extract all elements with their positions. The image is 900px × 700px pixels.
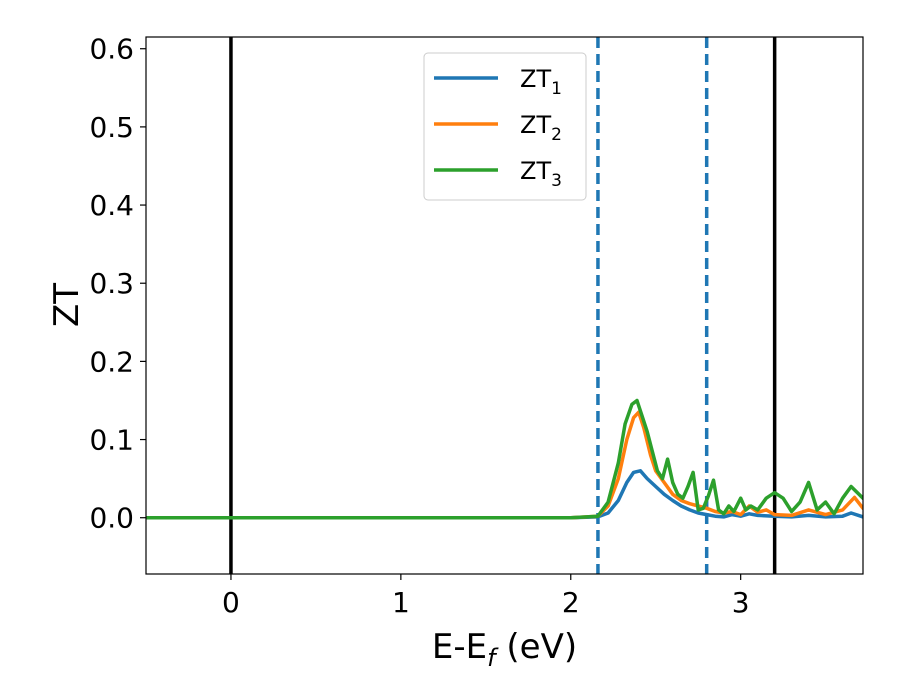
y-axis-title: ZT [47,283,87,327]
legend-label-2: ZT2 [520,111,562,145]
vertical-reference-lines [229,37,777,574]
series-line-3 [146,398,863,520]
x-axis-ticks: 0 1 2 3 [222,574,750,619]
y-tick-label: 0.0 [89,502,134,535]
legend-label-1: ZT1 [520,65,562,99]
y-tick-label: 0.2 [89,345,134,378]
legend-label-3: ZT3 [520,157,562,191]
y-tick-label: 0.3 [89,267,134,300]
legend-box [423,52,587,201]
x-tick-label: 3 [732,586,750,619]
x-axis-title: E-Ef (eV) [432,627,577,672]
y-tick-label: 0.4 [89,189,134,222]
legend: ZT1 ZT2 ZT3 [423,52,587,201]
series-line-2 [146,410,863,520]
y-axis-ticks: 0.0 0.1 0.2 0.3 0.4 0.5 0.6 [89,33,146,535]
series-line-1 [146,469,863,520]
x-tick-label: 0 [222,586,240,619]
x-tick-label: 1 [392,586,410,619]
y-tick-label: 0.6 [89,33,134,66]
series-lines [146,398,863,520]
y-tick-label: 0.5 [89,111,134,144]
x-tick-label: 2 [562,586,580,619]
plot-frame [145,36,864,575]
y-tick-label: 0.1 [89,424,134,457]
